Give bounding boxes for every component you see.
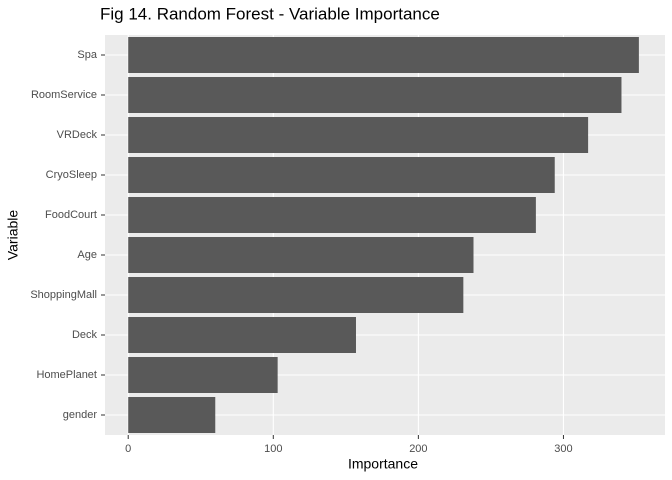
- bar: [128, 77, 622, 113]
- marks: [128, 37, 639, 433]
- bar: [128, 397, 216, 433]
- x-axis-label: Importance: [348, 456, 418, 472]
- y-axis-label: Variable: [5, 210, 21, 261]
- y-tick-label: ShoppingMall: [30, 289, 97, 301]
- y-tick-label: RoomService: [31, 89, 97, 101]
- x-tick-label: 300: [554, 443, 572, 455]
- bar: [128, 357, 278, 393]
- y-tick-label: Deck: [72, 329, 98, 341]
- y-tick-label: Spa: [77, 49, 97, 61]
- y-tick-label: gender: [63, 409, 98, 421]
- bar: [128, 277, 464, 313]
- bar: [128, 157, 555, 193]
- y-tick-label: CryoSleep: [46, 169, 97, 181]
- chart-title: Fig 14. Random Forest - Variable Importa…: [100, 4, 440, 23]
- bar: [128, 317, 356, 353]
- x-tick-label: 100: [264, 443, 282, 455]
- y-tick-label: HomePlanet: [36, 369, 97, 381]
- bar: [128, 37, 639, 73]
- bar: [128, 197, 536, 233]
- bar: [128, 237, 474, 273]
- x-tick-label: 0: [125, 443, 131, 455]
- x-tick-label: 200: [409, 443, 427, 455]
- y-tick-label: Age: [77, 249, 97, 261]
- y-tick-label: VRDeck: [57, 129, 98, 141]
- y-tick-label: FoodCourt: [45, 209, 97, 221]
- bar: [128, 117, 589, 153]
